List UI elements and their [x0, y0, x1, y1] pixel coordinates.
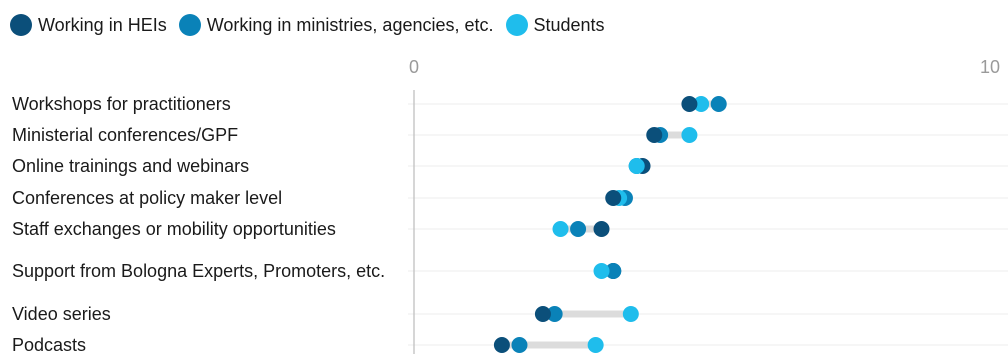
legend-label-ministries: Working in ministries, agencies, etc. [206, 14, 494, 35]
x-axis: 0 10 [409, 57, 1000, 354]
category-label-0: Workshops for practitioners [12, 94, 231, 114]
category-label-5: Support from Bologna Experts, Promoters,… [12, 261, 386, 281]
category-label-6: Video series [12, 304, 111, 324]
legend-item-ministries: Working in ministries, agencies, etc. [178, 14, 494, 36]
dot-0-4 [593, 221, 610, 237]
x-tick-label-1: 10 [980, 57, 1000, 77]
dot-1-4 [570, 221, 587, 237]
legend-label-heis: Working in HEIs [38, 14, 167, 35]
category-label-1: Ministerial conferences/GPF [12, 125, 239, 145]
dot-0-0 [681, 96, 698, 112]
dot-1-0 [710, 96, 727, 112]
legend-item-students: Students [505, 14, 605, 36]
dot-2-2 [628, 158, 645, 174]
dot-0-7 [493, 337, 510, 353]
category-label-3: Conferences at policy maker level [12, 188, 283, 208]
dot-2-1 [681, 127, 698, 143]
dot-2-6 [622, 306, 639, 322]
dot-2-0 [693, 96, 710, 112]
dot-1-7 [511, 337, 528, 353]
grid-lines [408, 103, 1008, 346]
x-tick-label-0: 0 [409, 57, 419, 77]
category-label-7: Podcasts [12, 335, 87, 355]
dot-1-5 [605, 263, 622, 279]
legend-swatch-students [505, 14, 528, 36]
dot-2-5 [593, 263, 610, 279]
legend-label-students: Students [533, 14, 605, 35]
category-label-2: Online trainings and webinars [12, 156, 250, 176]
legend: Working in HEIs Working in ministries, a… [10, 14, 617, 36]
dot-2-4 [552, 221, 569, 237]
dot-1-6 [546, 306, 563, 322]
legend-item-heis: Working in HEIs [10, 14, 167, 36]
dot-0-6 [534, 306, 551, 322]
dot-0-1 [646, 127, 663, 143]
legend-swatch-ministries [178, 14, 201, 36]
data-points [493, 96, 727, 353]
dot-0-3 [605, 190, 622, 206]
category-label-4: Staff exchanges or mobility opportunitie… [12, 219, 336, 239]
dot-2-7 [587, 337, 604, 353]
legend-swatch-heis [10, 14, 32, 36]
